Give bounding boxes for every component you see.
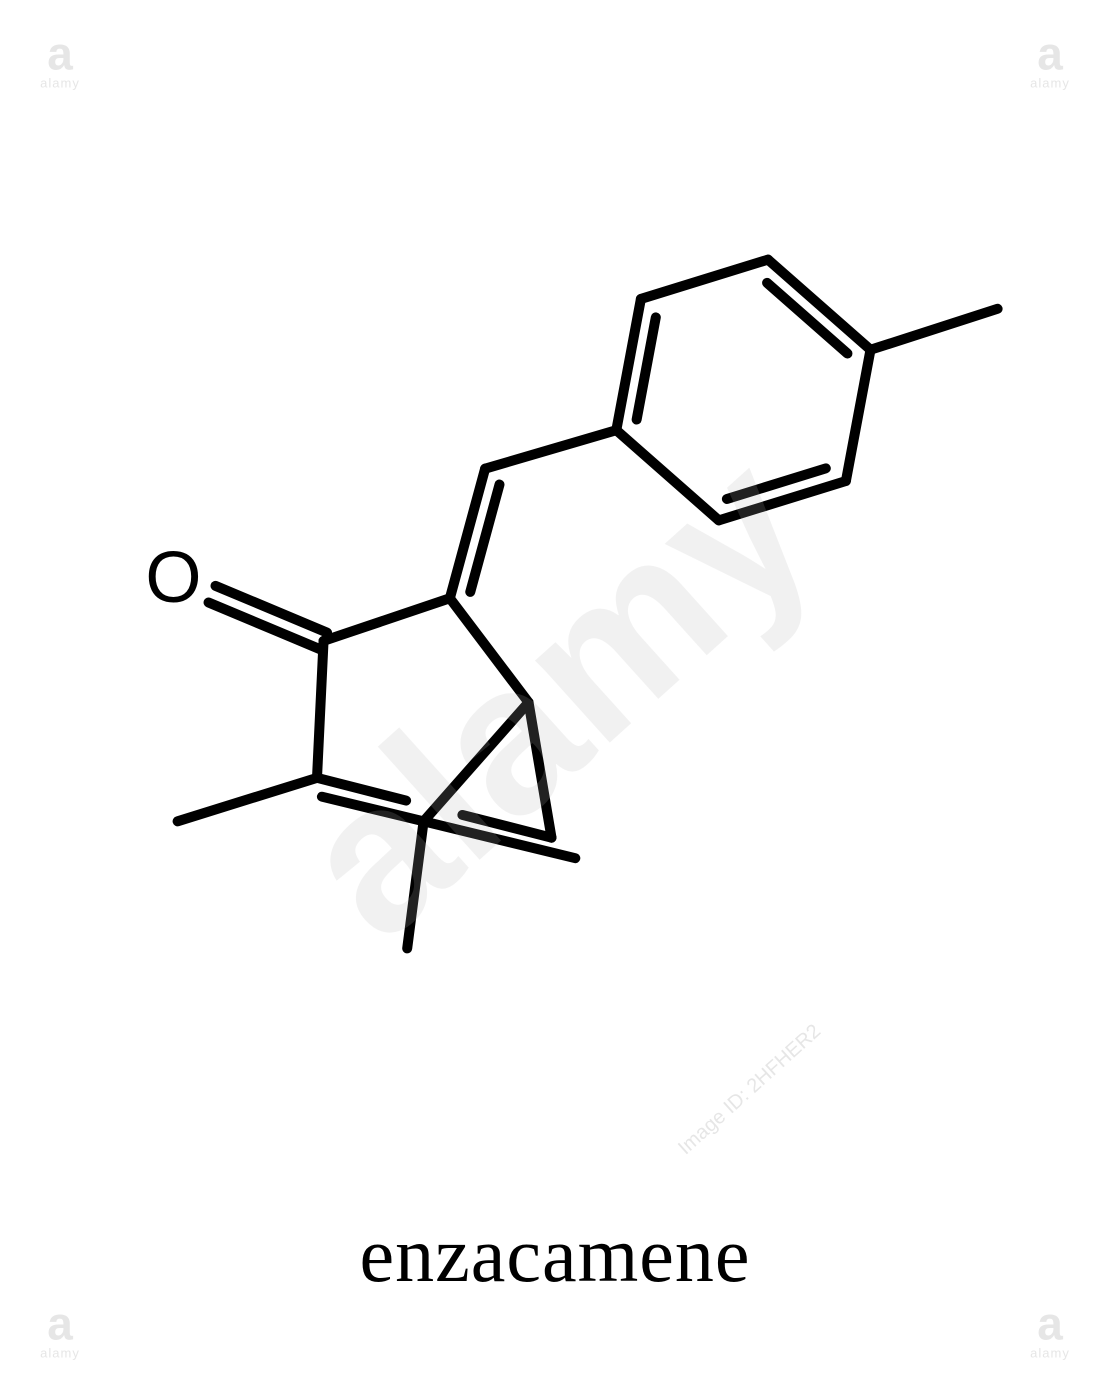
- figure-container: O enzacamene alamyImage ID: 2HFHER2aalam…: [0, 0, 1110, 1390]
- watermark-corner: aalamy: [40, 31, 80, 90]
- watermark-corner: aalamy: [1030, 1301, 1070, 1360]
- watermark-corner: aalamy: [40, 1301, 80, 1360]
- compound-name-label: enzacamene: [0, 1210, 1110, 1300]
- oxygen-atom-label: O: [145, 537, 201, 619]
- watermark-corner: aalamy: [1030, 31, 1070, 90]
